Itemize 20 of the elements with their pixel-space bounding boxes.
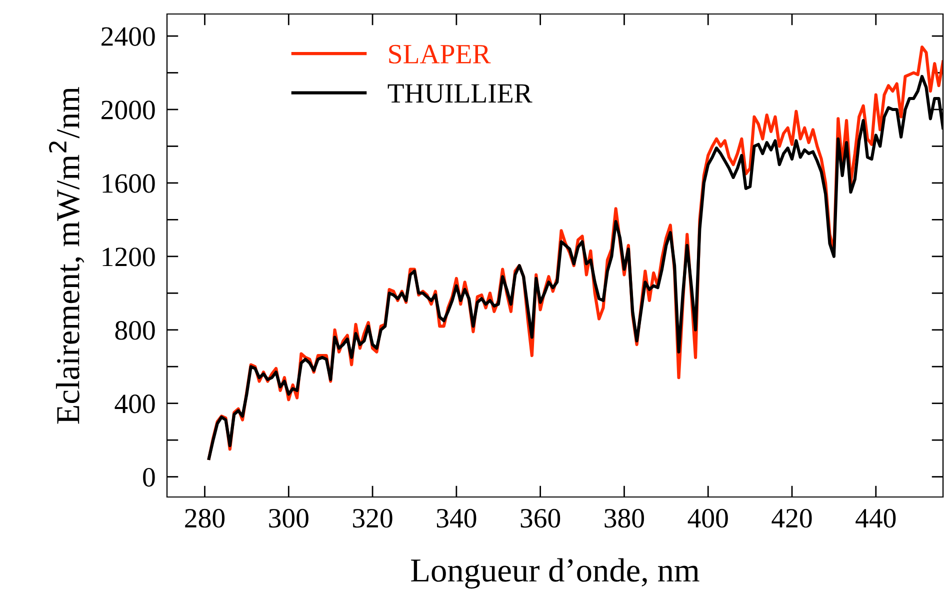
y-axis-title: Eclairement, mW/m$^{2}$/nm	[49, 86, 84, 424]
y-tick-label: 1200	[102, 248, 155, 266]
x-tick-label: 280	[185, 508, 225, 528]
x-tick-label: 360	[520, 508, 560, 528]
x-tick-label: 300	[269, 508, 308, 528]
x-tick-label: 340	[436, 508, 476, 528]
y-tick-label: 0	[143, 468, 155, 487]
x-axis-title: Longueur d’onde, nm	[411, 558, 700, 589]
x-tick-label: 400	[688, 508, 728, 528]
y-tick-label: 1600	[102, 174, 155, 193]
y-tick-label: 800	[115, 321, 155, 340]
legend-label: SLAPER	[389, 44, 491, 64]
legend-label: THUILLIER	[388, 84, 532, 103]
y-tick-label: 2400	[102, 27, 155, 46]
x-tick-label: 320	[353, 508, 392, 528]
x-tick-label: 440	[856, 508, 896, 528]
x-tick-label: 380	[604, 508, 644, 528]
y-tick-label: 2000	[102, 100, 155, 120]
x-tick-label: 420	[772, 508, 812, 528]
y-tick-label: 400	[114, 394, 155, 414]
